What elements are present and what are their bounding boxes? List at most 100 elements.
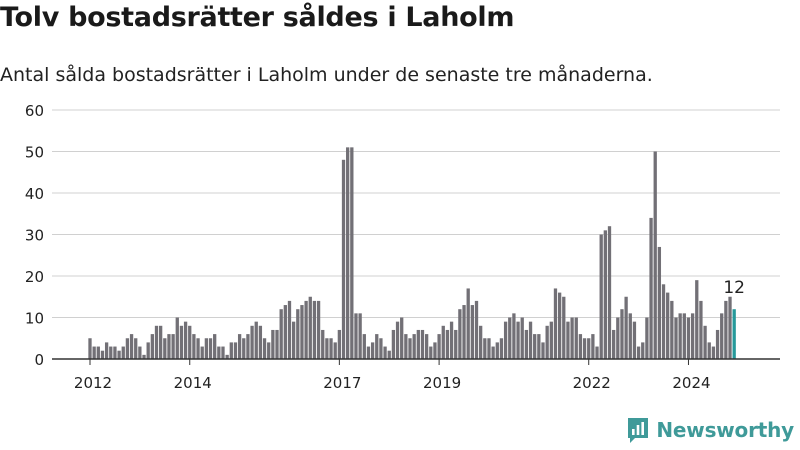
bar [208,338,213,359]
bar [100,350,105,359]
bar [383,346,387,359]
y-tick-label: 10 [25,310,44,328]
bar [262,338,267,359]
bar [537,334,541,359]
bar [624,296,628,359]
bar [287,300,292,359]
bar [167,334,171,359]
bar [416,329,420,359]
bar [242,338,246,359]
bar [316,300,321,359]
bar [92,346,96,359]
bar [337,329,342,359]
bar [121,346,125,359]
y-axis-labels: 0 10 20 30 40 50 60 [25,102,44,369]
bar [171,334,175,359]
bar [553,288,558,359]
bar [445,329,450,359]
bar [362,334,366,359]
highlight-bar [732,309,736,359]
bar [200,346,204,359]
y-tick-label: 30 [25,227,44,245]
bar [433,342,437,359]
bar [424,334,429,359]
y-tick-label: 0 [34,351,44,369]
bar [503,321,508,359]
bar [466,288,470,359]
bar [599,234,603,359]
bar [612,329,616,359]
brand: Newsworthy [626,416,794,444]
bar [541,342,545,359]
bar [454,329,458,359]
bar [649,217,653,359]
bar [350,147,354,359]
bar [686,317,691,359]
x-tick-label: 2012 [74,374,112,392]
bar [134,338,138,359]
bar [557,292,562,359]
bar [487,338,491,359]
y-tick-label: 50 [25,144,44,162]
bar [570,317,574,359]
bar [603,230,607,359]
bar [179,325,184,359]
bar [483,338,487,359]
bar [528,321,533,359]
bar [562,296,566,359]
bar [441,325,445,359]
bar [213,334,217,359]
bar [591,334,595,359]
bar [291,321,296,359]
axes [52,358,780,365]
bar [682,313,686,359]
bar [304,300,308,359]
bar [366,346,371,359]
bar [296,309,300,359]
bar [516,321,520,359]
bar [666,292,670,359]
bar [138,346,142,359]
bar [711,346,716,359]
bar [657,246,662,359]
bar [129,334,134,359]
bar [587,338,591,359]
x-tick-label: 2014 [174,374,212,392]
x-tick-label: 2024 [672,374,710,392]
bar [636,346,641,359]
bar [117,350,121,359]
bar [163,338,167,359]
bar [104,342,109,359]
bar [391,329,396,359]
bar [620,309,624,359]
bar [408,338,412,359]
newsworthy-logo-icon [628,418,649,443]
bar [616,317,620,359]
bar [370,342,375,359]
bar [412,334,416,359]
bar [690,313,695,359]
bar [524,329,529,359]
bar [379,338,383,359]
bar [225,354,229,359]
bar [728,296,732,359]
x-tick-label: 2022 [573,374,611,392]
bar [595,346,599,359]
bar [499,338,504,359]
bar [217,346,221,359]
bar [674,317,678,359]
bar [267,342,271,359]
bar [113,346,117,359]
bar [474,300,479,359]
bar [312,300,317,359]
bar [491,346,495,359]
bar [670,300,674,359]
bar [661,284,666,359]
bar [229,342,233,359]
bar [237,334,242,359]
bar [354,313,358,359]
bar [175,317,179,359]
bar [400,317,404,359]
bar [325,338,329,359]
bar [545,325,549,359]
